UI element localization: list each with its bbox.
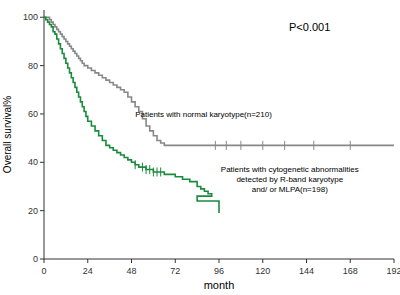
x-tick [394,259,395,263]
x-tick-label: 144 [299,266,314,276]
axes: 0 24 48 72 96 120 144 168 192 0 20 40 60 80 100 [23,10,400,276]
x-tick [87,259,88,263]
censor-mark [226,141,227,150]
censor-mark [157,167,158,176]
x-tick [219,259,220,263]
x-tick-label: 24 [83,266,93,276]
x-tick-label: 168 [343,266,358,276]
censor-mark [153,167,154,176]
x-tick [262,259,263,263]
chart: 0 24 48 72 96 120 144 168 192 0 20 40 60 80 100 month Ov… [0,0,400,295]
x-tick [131,259,132,263]
x-tick-label: 72 [170,266,180,276]
survival-curve [44,17,394,145]
censor-mark [160,167,161,176]
y-tick [40,65,44,66]
censor-mark [215,141,216,150]
p-value: P<0.001 [289,21,330,33]
x-tick [350,259,351,263]
y-tick-label: 60 [28,109,38,119]
censor-mark [149,165,150,174]
censor-mark [284,141,285,150]
x-tick-label: 0 [41,266,46,276]
x-tick [175,259,176,263]
censor-mark [142,163,143,172]
y-tick-label: 100 [23,12,38,22]
curve-label: Patients with normal karyotype(n=210) [135,110,272,119]
x-tick-label: 48 [126,266,136,276]
y-tick [40,162,44,163]
x-tick [306,259,307,263]
y-tick [40,210,44,211]
x-tick-label: 192 [386,266,400,276]
y-tick-label: 0 [33,254,38,264]
censor-mark [240,141,241,150]
annotations: P<0.001 Patients with normal karyotype(n=… [135,21,359,193]
x-tick-label: 120 [255,266,270,276]
x-tick-label: 96 [214,266,224,276]
x-axis-label: month [204,279,235,291]
censor-mark [135,160,136,169]
y-tick [40,113,44,114]
y-tick-label: 80 [28,61,38,71]
censor-mark [313,141,314,150]
y-tick [40,17,44,18]
plot-area [44,17,394,213]
curve-label: Patients with cytogenetic abnormalitiesd… [221,165,359,193]
y-tick-label: 40 [28,157,38,167]
y-axis-line [44,10,45,259]
censor-mark [262,141,263,150]
y-tick [40,259,44,260]
censor-mark [146,165,147,174]
censor-mark [350,141,351,150]
y-tick-label: 20 [28,206,38,216]
y-axis-label: Overall survival% [2,96,13,173]
x-tick [44,259,45,263]
